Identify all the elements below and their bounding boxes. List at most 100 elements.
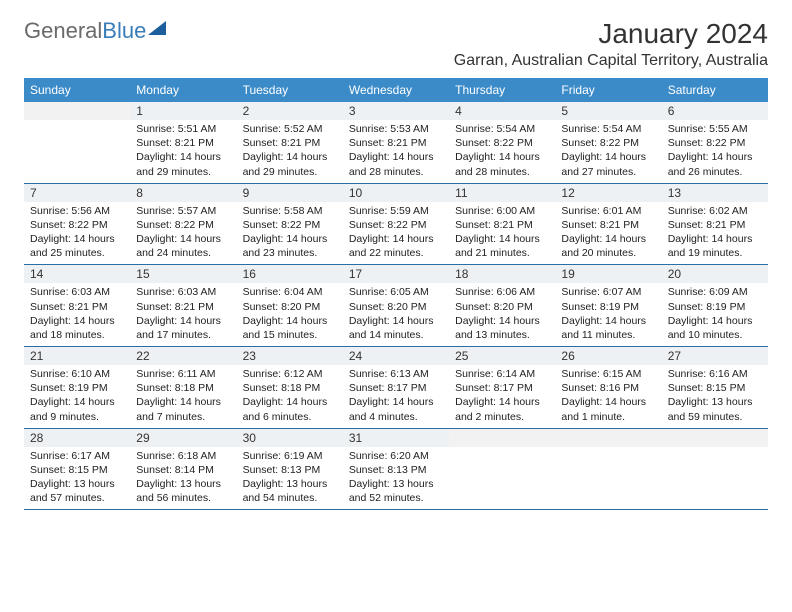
- day-cell: 26Sunrise: 6:15 AMSunset: 8:16 PMDayligh…: [555, 347, 661, 428]
- sunrise-text: Sunrise: 6:18 AM: [136, 449, 230, 463]
- sunrise-text: Sunrise: 6:06 AM: [455, 285, 549, 299]
- day-details: Sunrise: 5:53 AMSunset: 8:21 PMDaylight:…: [343, 120, 449, 183]
- day-number: 5: [555, 102, 661, 120]
- day-number: 11: [449, 184, 555, 202]
- sunset-text: Sunset: 8:21 PM: [455, 218, 549, 232]
- daylight-text: Daylight: 14 hours and 24 minutes.: [136, 232, 230, 260]
- day-cell: 21Sunrise: 6:10 AMSunset: 8:19 PMDayligh…: [24, 347, 130, 428]
- day-details: Sunrise: 6:10 AMSunset: 8:19 PMDaylight:…: [24, 365, 130, 428]
- day-details: Sunrise: 6:09 AMSunset: 8:19 PMDaylight:…: [662, 283, 768, 346]
- day-cell: 29Sunrise: 6:18 AMSunset: 8:14 PMDayligh…: [130, 429, 236, 510]
- sunset-text: Sunset: 8:19 PM: [668, 300, 762, 314]
- daylight-text: Daylight: 14 hours and 19 minutes.: [668, 232, 762, 260]
- sunrise-text: Sunrise: 6:09 AM: [668, 285, 762, 299]
- day-cell: [555, 429, 661, 510]
- sunrise-text: Sunrise: 6:16 AM: [668, 367, 762, 381]
- day-details: Sunrise: 6:20 AMSunset: 8:13 PMDaylight:…: [343, 447, 449, 510]
- location: Garran, Australian Capital Territory, Au…: [454, 52, 768, 70]
- sunrise-text: Sunrise: 5:59 AM: [349, 204, 443, 218]
- day-details: Sunrise: 5:54 AMSunset: 8:22 PMDaylight:…: [449, 120, 555, 183]
- day-number: 13: [662, 184, 768, 202]
- day-number: 19: [555, 265, 661, 283]
- logo-triangle-icon: [148, 21, 166, 35]
- sunset-text: Sunset: 8:15 PM: [30, 463, 124, 477]
- weeks-container: 1Sunrise: 5:51 AMSunset: 8:21 PMDaylight…: [24, 102, 768, 510]
- day-cell: 3Sunrise: 5:53 AMSunset: 8:21 PMDaylight…: [343, 102, 449, 183]
- day-header-row: Sunday Monday Tuesday Wednesday Thursday…: [24, 78, 768, 102]
- day-details: Sunrise: 5:56 AMSunset: 8:22 PMDaylight:…: [24, 202, 130, 265]
- day-details: Sunrise: 6:00 AMSunset: 8:21 PMDaylight:…: [449, 202, 555, 265]
- day-cell: 10Sunrise: 5:59 AMSunset: 8:22 PMDayligh…: [343, 184, 449, 265]
- daylight-text: Daylight: 14 hours and 25 minutes.: [30, 232, 124, 260]
- sunrise-text: Sunrise: 6:04 AM: [243, 285, 337, 299]
- daylight-text: Daylight: 14 hours and 10 minutes.: [668, 314, 762, 342]
- day-details: Sunrise: 6:04 AMSunset: 8:20 PMDaylight:…: [237, 283, 343, 346]
- day-details: Sunrise: 5:52 AMSunset: 8:21 PMDaylight:…: [237, 120, 343, 183]
- sunrise-text: Sunrise: 6:14 AM: [455, 367, 549, 381]
- title-block: January 2024 Garran, Australian Capital …: [454, 18, 768, 70]
- daylight-text: Daylight: 14 hours and 18 minutes.: [30, 314, 124, 342]
- day-number: 30: [237, 429, 343, 447]
- day-details: Sunrise: 6:01 AMSunset: 8:21 PMDaylight:…: [555, 202, 661, 265]
- sunrise-text: Sunrise: 6:10 AM: [30, 367, 124, 381]
- day-cell: 7Sunrise: 5:56 AMSunset: 8:22 PMDaylight…: [24, 184, 130, 265]
- day-number: [24, 102, 130, 120]
- daylight-text: Daylight: 14 hours and 11 minutes.: [561, 314, 655, 342]
- day-cell: 1Sunrise: 5:51 AMSunset: 8:21 PMDaylight…: [130, 102, 236, 183]
- day-details: Sunrise: 6:07 AMSunset: 8:19 PMDaylight:…: [555, 283, 661, 346]
- sunset-text: Sunset: 8:22 PM: [30, 218, 124, 232]
- daylight-text: Daylight: 14 hours and 28 minutes.: [455, 150, 549, 178]
- day-cell: 11Sunrise: 6:00 AMSunset: 8:21 PMDayligh…: [449, 184, 555, 265]
- sunrise-text: Sunrise: 5:56 AM: [30, 204, 124, 218]
- day-number: [449, 429, 555, 447]
- sunset-text: Sunset: 8:21 PM: [136, 136, 230, 150]
- calendar: Sunday Monday Tuesday Wednesday Thursday…: [24, 78, 768, 510]
- day-details: Sunrise: 6:17 AMSunset: 8:15 PMDaylight:…: [24, 447, 130, 510]
- day-cell: 30Sunrise: 6:19 AMSunset: 8:13 PMDayligh…: [237, 429, 343, 510]
- day-number: 16: [237, 265, 343, 283]
- sunrise-text: Sunrise: 6:02 AM: [668, 204, 762, 218]
- daylight-text: Daylight: 14 hours and 6 minutes.: [243, 395, 337, 423]
- day-cell: 17Sunrise: 6:05 AMSunset: 8:20 PMDayligh…: [343, 265, 449, 346]
- day-cell: 5Sunrise: 5:54 AMSunset: 8:22 PMDaylight…: [555, 102, 661, 183]
- daylight-text: Daylight: 14 hours and 4 minutes.: [349, 395, 443, 423]
- sunrise-text: Sunrise: 6:03 AM: [30, 285, 124, 299]
- week-row: 7Sunrise: 5:56 AMSunset: 8:22 PMDaylight…: [24, 184, 768, 266]
- sunrise-text: Sunrise: 5:57 AM: [136, 204, 230, 218]
- day-cell: 4Sunrise: 5:54 AMSunset: 8:22 PMDaylight…: [449, 102, 555, 183]
- logo-general: General: [24, 18, 102, 44]
- dayhead-sat: Saturday: [662, 78, 768, 102]
- day-cell: 6Sunrise: 5:55 AMSunset: 8:22 PMDaylight…: [662, 102, 768, 183]
- day-number: 4: [449, 102, 555, 120]
- sunrise-text: Sunrise: 5:55 AM: [668, 122, 762, 136]
- daylight-text: Daylight: 14 hours and 1 minute.: [561, 395, 655, 423]
- daylight-text: Daylight: 13 hours and 57 minutes.: [30, 477, 124, 505]
- day-cell: 22Sunrise: 6:11 AMSunset: 8:18 PMDayligh…: [130, 347, 236, 428]
- sunrise-text: Sunrise: 6:01 AM: [561, 204, 655, 218]
- day-number: 23: [237, 347, 343, 365]
- daylight-text: Daylight: 14 hours and 20 minutes.: [561, 232, 655, 260]
- day-cell: 2Sunrise: 5:52 AMSunset: 8:21 PMDaylight…: [237, 102, 343, 183]
- daylight-text: Daylight: 13 hours and 59 minutes.: [668, 395, 762, 423]
- sunrise-text: Sunrise: 6:13 AM: [349, 367, 443, 381]
- dayhead-fri: Friday: [555, 78, 661, 102]
- sunset-text: Sunset: 8:22 PM: [136, 218, 230, 232]
- daylight-text: Daylight: 14 hours and 15 minutes.: [243, 314, 337, 342]
- logo: GeneralBlue: [24, 18, 166, 44]
- daylight-text: Daylight: 14 hours and 17 minutes.: [136, 314, 230, 342]
- day-number: 26: [555, 347, 661, 365]
- day-details: Sunrise: 6:18 AMSunset: 8:14 PMDaylight:…: [130, 447, 236, 510]
- day-details: Sunrise: 6:03 AMSunset: 8:21 PMDaylight:…: [24, 283, 130, 346]
- day-cell: 9Sunrise: 5:58 AMSunset: 8:22 PMDaylight…: [237, 184, 343, 265]
- daylight-text: Daylight: 14 hours and 13 minutes.: [455, 314, 549, 342]
- day-number: 7: [24, 184, 130, 202]
- dayhead-wed: Wednesday: [343, 78, 449, 102]
- week-row: 21Sunrise: 6:10 AMSunset: 8:19 PMDayligh…: [24, 347, 768, 429]
- sunrise-text: Sunrise: 5:52 AM: [243, 122, 337, 136]
- day-number: 9: [237, 184, 343, 202]
- sunset-text: Sunset: 8:21 PM: [349, 136, 443, 150]
- day-details: Sunrise: 5:51 AMSunset: 8:21 PMDaylight:…: [130, 120, 236, 183]
- daylight-text: Daylight: 13 hours and 56 minutes.: [136, 477, 230, 505]
- sunrise-text: Sunrise: 5:58 AM: [243, 204, 337, 218]
- daylight-text: Daylight: 14 hours and 29 minutes.: [243, 150, 337, 178]
